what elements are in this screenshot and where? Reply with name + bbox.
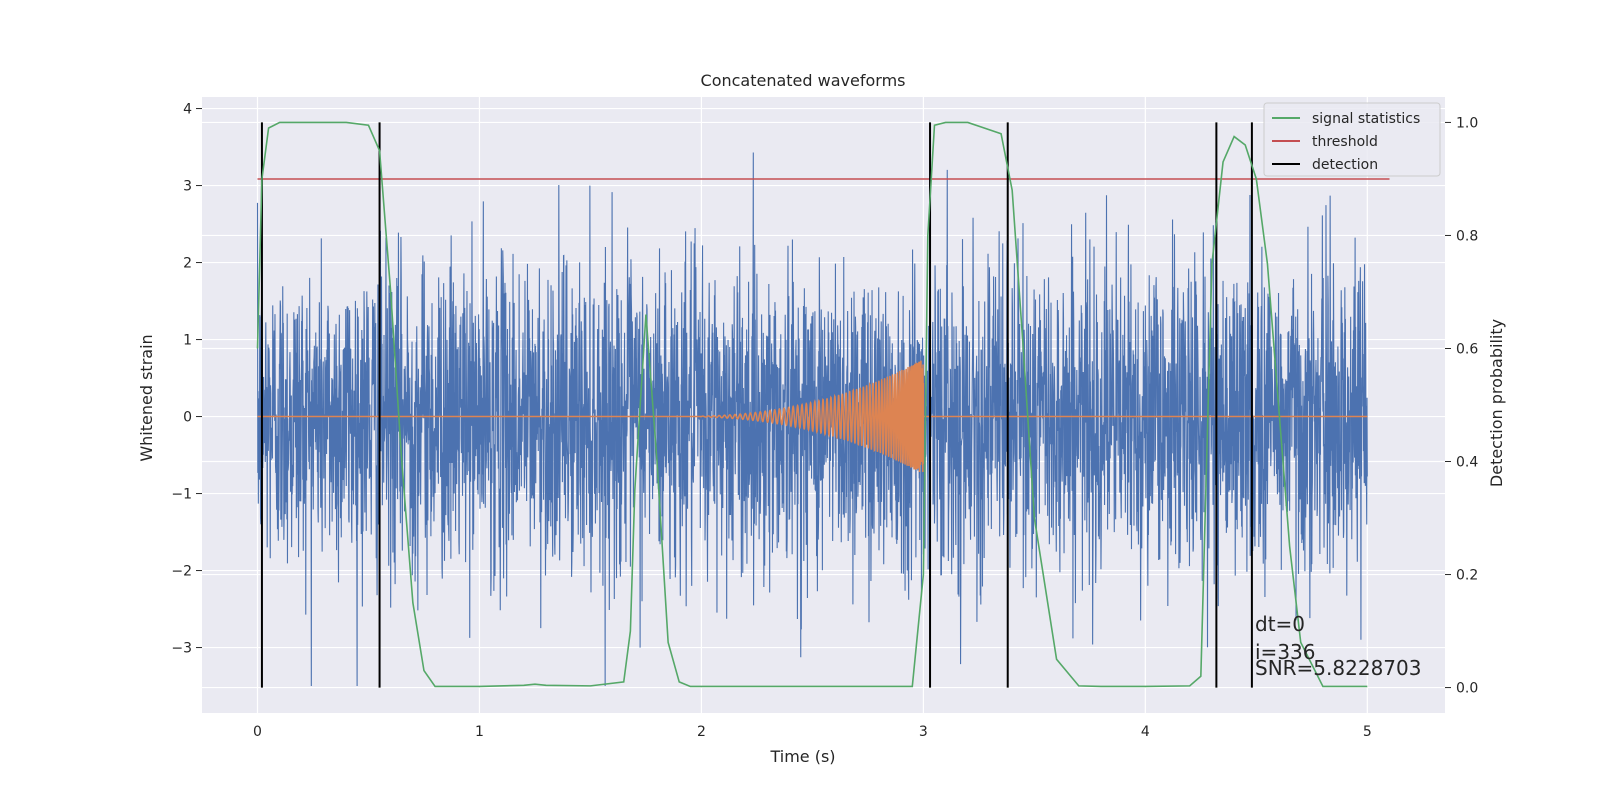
legend-label: detection [1312, 157, 1378, 173]
legend-label: signal statistics [1312, 111, 1420, 127]
y2-tick-label: 0.6 [1456, 341, 1478, 357]
signal-statistics-line [256, 121, 1368, 688]
annotation-snr: SNR=5.8228703 [1255, 656, 1421, 680]
y2-tick-label: 0.8 [1456, 228, 1478, 244]
y-axis-label: Whitened strain [137, 334, 156, 461]
annotation-index: i=336 [1255, 640, 1316, 664]
x-tick-label: 2 [697, 724, 706, 740]
x-tick-label: 1 [475, 724, 484, 740]
y-tick-label: 0 [183, 410, 192, 426]
y-tick-label: −1 [171, 487, 192, 503]
x-tick-label: 3 [919, 724, 928, 740]
template-waveform-line [257, 360, 1368, 473]
legend-box [1263, 102, 1441, 177]
x-tick-label: 5 [1363, 724, 1372, 740]
y2-tick-label: 1.0 [1456, 115, 1478, 131]
x-tick-label: 0 [253, 724, 262, 740]
axis-ticks: 0 1 2 3 4 5 −3 −2 −1 0 1 2 3 4 0.0 0.2 0.4 0.6 0.8 1.0 [171, 102, 1478, 740]
y-tick-label: 4 [183, 102, 192, 118]
y2-tick-label: 0.4 [1456, 455, 1478, 471]
y-tick-label: 1 [183, 333, 192, 349]
y-tick-label: 3 [183, 179, 192, 195]
legend-label: threshold [1312, 134, 1378, 150]
y-tick-label: −2 [171, 564, 192, 580]
y2-tick-label: 0.2 [1456, 568, 1478, 584]
y2-tick-label: 0.0 [1456, 681, 1478, 697]
chart-title: Concatenated waveforms [701, 71, 906, 90]
annotation-dt: dt=0 [1255, 612, 1305, 636]
legend: signal statistics threshold detection [1263, 102, 1441, 177]
strain-series-line [256, 152, 1368, 687]
y2-axis-label: Detection probability [1487, 319, 1506, 487]
x-axis-label: Time (s) [769, 747, 835, 766]
y-tick-label: −3 [171, 641, 192, 657]
x-tick-label: 4 [1141, 724, 1150, 740]
y-tick-label: 2 [183, 256, 192, 272]
